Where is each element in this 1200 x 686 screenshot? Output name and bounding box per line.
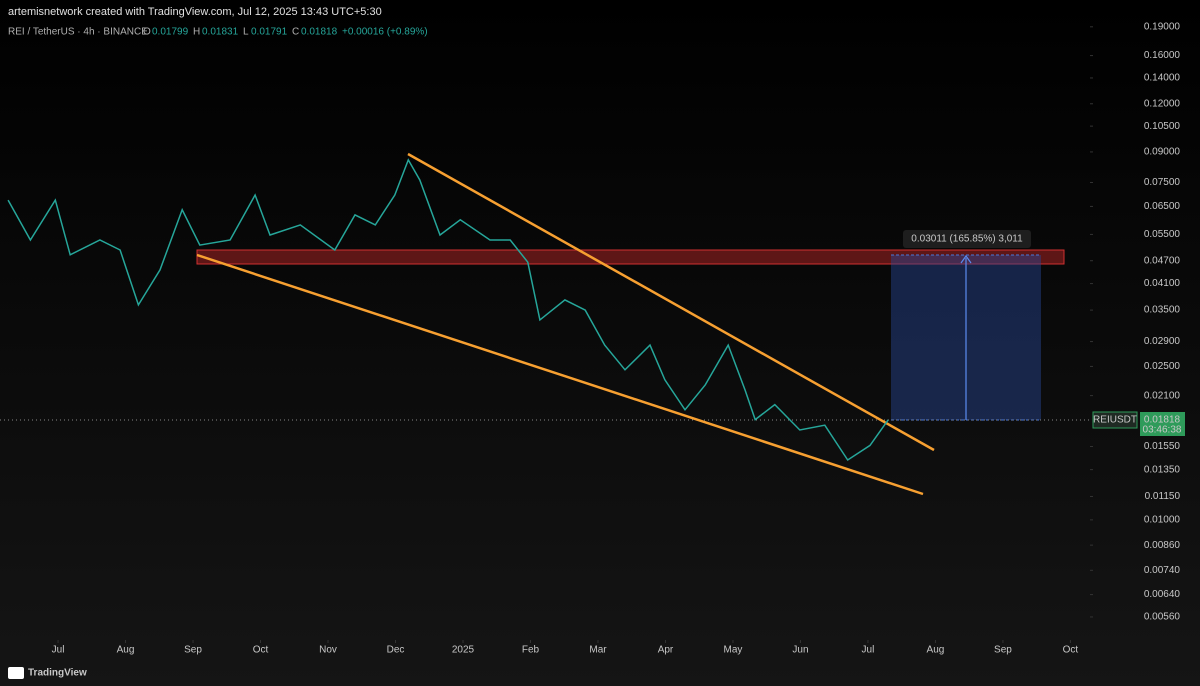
x-tick-label: Mar xyxy=(589,645,607,656)
symbol-tag-bg xyxy=(1092,411,1138,429)
logo xyxy=(8,667,24,679)
x-tick-label: Nov xyxy=(319,645,337,656)
x-tick-label: Apr xyxy=(658,645,674,656)
y-tick-label: 0.04100 xyxy=(1144,278,1181,289)
y-tick-label: 0.00640 xyxy=(1144,589,1181,600)
y-tick-label: 0.04700 xyxy=(1144,255,1181,266)
y-tick-label: 0.01550 xyxy=(1144,441,1181,452)
ohlc-value: 0.01799 xyxy=(152,27,189,38)
x-tick-label: Dec xyxy=(387,645,405,656)
y-tick-label: 0.00740 xyxy=(1144,565,1181,576)
x-tick-label: Jun xyxy=(792,645,808,656)
y-tick-label: 0.09000 xyxy=(1144,147,1181,158)
x-tick-label: Jul xyxy=(52,645,65,656)
x-tick-label: 2025 xyxy=(452,645,475,656)
header: artemisnetwork created with TradingView.… xyxy=(8,6,382,18)
plot-area: 0.03011 (165.85%) 3,011 xyxy=(0,152,1090,496)
x-tick-label: Sep xyxy=(184,645,202,656)
y-tick-label: 0.19000 xyxy=(1144,21,1181,32)
y-tick-label: 0.16000 xyxy=(1144,50,1181,61)
y-tick-label: 0.03500 xyxy=(1144,305,1181,316)
price-tag: 0.01818 xyxy=(1144,415,1181,426)
y-tick-label: 0.07500 xyxy=(1144,177,1181,188)
y-tick-label: 0.14000 xyxy=(1144,73,1181,84)
x-tick-label: Jul xyxy=(862,645,875,656)
x-tick-label: May xyxy=(724,645,743,656)
lower-trendline xyxy=(196,253,924,496)
y-tick-label: 0.12000 xyxy=(1144,98,1181,109)
arrow-head xyxy=(960,254,972,264)
x-tick-label: Oct xyxy=(253,645,269,656)
y-tick-label: 0.02500 xyxy=(1144,361,1181,372)
y-tick-label: 0.00860 xyxy=(1144,540,1181,551)
ohlc-change: +0.00016 (+0.89%) xyxy=(342,27,428,38)
y-tick-label: 0.02100 xyxy=(1144,390,1181,401)
x-tick-label: Aug xyxy=(117,645,135,656)
y-tick-label: 0.01000 xyxy=(1144,515,1181,526)
x-tick-label: Feb xyxy=(522,645,540,656)
ohlc-value: 0.01818 xyxy=(301,27,338,38)
x-tick-label: Sep xyxy=(994,645,1012,656)
y-tick-label: 0.10500 xyxy=(1144,121,1181,132)
y-tick-label: 0.02900 xyxy=(1144,336,1181,347)
x-tick-label: Oct xyxy=(1063,645,1079,656)
ohlc-label: C xyxy=(292,27,299,38)
y-tick-label: 0.01350 xyxy=(1144,464,1181,475)
measure-label-bg xyxy=(903,230,1031,248)
measure-label: 0.03011 (165.85%) 3,011 xyxy=(911,234,1023,245)
symbol-tag: REIUSDT xyxy=(1093,415,1137,426)
footer: TradingView xyxy=(28,668,87,679)
ohlc-value: 0.01831 xyxy=(202,27,239,38)
x-tick-label: Aug xyxy=(927,645,945,656)
resistance-zone xyxy=(196,249,1065,265)
countdown: 03:46:38 xyxy=(1143,425,1182,436)
y-tick-label: 0.00560 xyxy=(1144,612,1181,623)
y-tick-label: 0.05500 xyxy=(1144,229,1181,240)
y-tick-label: 0.06500 xyxy=(1144,201,1181,212)
ohlc-label: L xyxy=(243,27,249,38)
price-tag-bg xyxy=(1140,412,1185,436)
ohlc-value: 0.01791 xyxy=(251,27,288,38)
y-tick-label: 0.01150 xyxy=(1145,491,1181,502)
symbol: REI / TetherUS · 4h · BINANCE xyxy=(8,27,148,38)
price-line xyxy=(7,158,889,462)
ohlc-label: H xyxy=(193,27,200,38)
upper-trendline xyxy=(407,152,935,452)
ohlc-label: O xyxy=(143,27,151,38)
